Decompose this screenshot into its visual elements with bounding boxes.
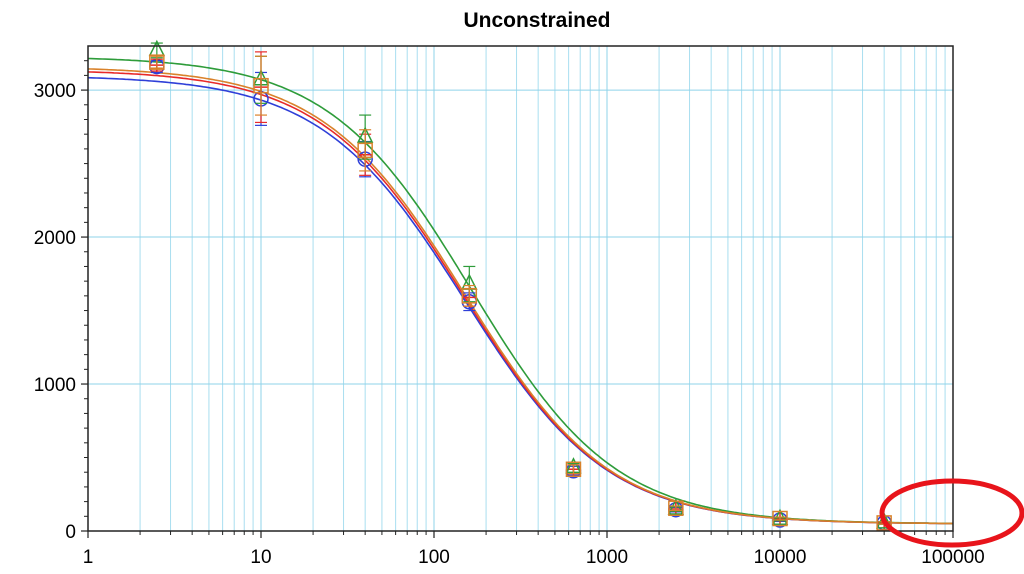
data-point-triangle (875, 512, 893, 529)
plot-frame (87, 45, 954, 532)
data-point-square (461, 288, 478, 304)
chart-title: Unconstrained (463, 9, 610, 32)
x-tick-label: 100 (418, 547, 450, 568)
x-tick-label: 1 (83, 547, 94, 568)
x-tick-label: 10000 (754, 547, 807, 568)
data-point-square (253, 77, 269, 94)
fit-curves (87, 57, 954, 525)
data-point-square (357, 142, 373, 159)
x-tick-label: 10 (250, 547, 271, 568)
data-point-square (565, 461, 582, 478)
highlight-ellipse (879, 478, 1024, 548)
data-point-square (772, 510, 788, 527)
fit-curve (87, 71, 954, 525)
axes: 1 10 100 1000 10000 100000 0 1000 2000 3000 (34, 60, 985, 568)
data-point-triangle (667, 498, 685, 515)
fit-curve (87, 57, 953, 525)
data-point-square (149, 54, 165, 70)
y-tick-label: 3000 (34, 81, 76, 102)
x-tick-label: 100000 (921, 547, 984, 568)
x-tick-label: 1000 (586, 547, 628, 568)
y-tick-label: 0 (65, 522, 76, 543)
y-tick-label: 1000 (34, 375, 76, 396)
y-tick-label: 2000 (34, 228, 76, 249)
fit-curve (87, 76, 954, 525)
data-point-square (668, 500, 684, 516)
fit-curve (87, 68, 953, 525)
grid (87, 46, 954, 532)
